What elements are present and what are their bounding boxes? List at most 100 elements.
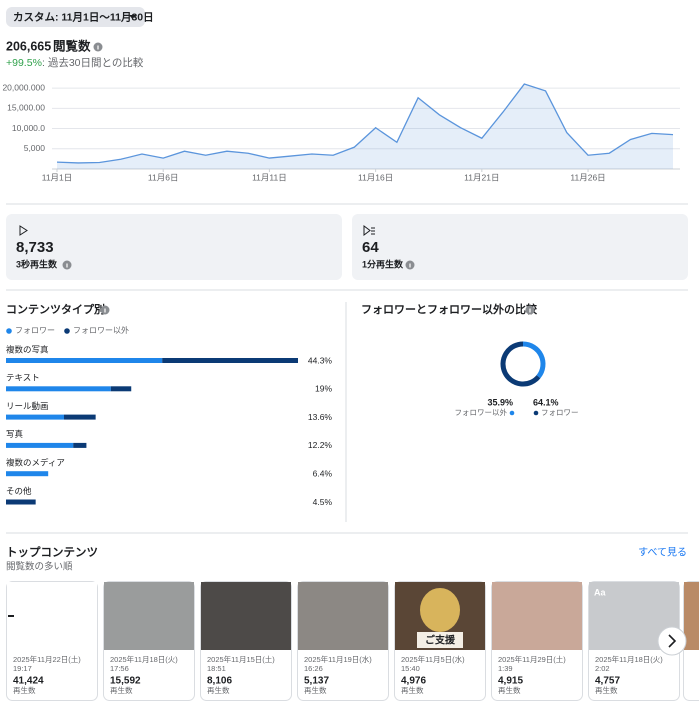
card-count: 8,106 bbox=[207, 676, 232, 687]
date-range-button[interactable] bbox=[6, 7, 145, 27]
legend-label: フォロワー以外 bbox=[73, 325, 129, 335]
category-label: テキスト bbox=[6, 373, 40, 383]
bar-value-label: 19% bbox=[315, 384, 332, 394]
next-button[interactable] bbox=[657, 626, 687, 656]
category-label: 写真 bbox=[6, 429, 24, 439]
card-date: 2025年11月15日(土) bbox=[207, 654, 275, 664]
panel-title: フォロワーとフォロワー以外の比較 bbox=[361, 302, 538, 316]
card-date: 2025年11月5日(水) bbox=[401, 654, 465, 664]
category-label: リール動画 bbox=[6, 401, 49, 411]
slice-value-label: 35.9% bbox=[487, 397, 513, 407]
legend-swatch bbox=[533, 410, 539, 416]
info-icon[interactable] bbox=[405, 260, 415, 270]
category-label: 複数の写真 bbox=[6, 344, 49, 354]
y-tick-label: 15,000.00 bbox=[7, 103, 45, 113]
total-label: 閲覧数 bbox=[53, 38, 91, 53]
bar-value-label: 12.2% bbox=[308, 440, 333, 450]
x-tick-label: 11月6日 bbox=[148, 172, 179, 182]
thumbnail bbox=[7, 582, 97, 650]
x-tick-label: 11月11日 bbox=[252, 172, 287, 182]
card-time: 17:56 bbox=[110, 664, 129, 673]
stat-label: 3秒再生数 bbox=[16, 258, 58, 269]
bar-value-label: 44.3% bbox=[308, 355, 333, 365]
thumbnail bbox=[201, 582, 291, 650]
card-time: 16:26 bbox=[304, 664, 323, 673]
card-count-label: 再生数 bbox=[304, 685, 327, 695]
y-tick-label: 10,000.0 bbox=[12, 123, 45, 133]
see-all-link[interactable]: すべて見る bbox=[638, 547, 687, 559]
card-count: 41,424 bbox=[13, 676, 44, 687]
info-icon[interactable] bbox=[62, 260, 72, 270]
legend-swatch bbox=[64, 328, 70, 334]
bar-segment bbox=[6, 499, 36, 505]
info-icon[interactable] bbox=[93, 42, 103, 52]
x-tick-label: 11月26日 bbox=[570, 172, 605, 182]
card-count: 4,915 bbox=[498, 676, 523, 687]
card-count: 4,757 bbox=[595, 676, 620, 687]
duration-icon bbox=[363, 225, 375, 236]
bar-value-label: 4.5% bbox=[313, 497, 333, 507]
card-time: 18:51 bbox=[207, 664, 226, 673]
next-button-bg bbox=[657, 626, 687, 656]
card-count: 5,137 bbox=[304, 676, 329, 687]
bar-value-label: 6.4% bbox=[313, 468, 333, 478]
change-text: : 過去30日間との比較 bbox=[42, 56, 144, 69]
thumbnail-text: ご支援 bbox=[425, 634, 456, 647]
card-count-label: 再生数 bbox=[401, 685, 424, 695]
line bbox=[56, 83, 674, 164]
stat-card bbox=[6, 214, 342, 280]
card-count: 15,592 bbox=[110, 676, 141, 687]
thumbnail-detail bbox=[8, 615, 14, 617]
card-count-label: 再生数 bbox=[207, 685, 230, 695]
thumbnail bbox=[104, 582, 194, 650]
bar-segment bbox=[6, 386, 111, 392]
donut-slice bbox=[500, 341, 541, 387]
donut-slice bbox=[522, 341, 546, 379]
bar-value-label: 13.6% bbox=[308, 412, 333, 422]
stat-card bbox=[352, 214, 688, 280]
stat-value: 64 bbox=[362, 239, 379, 256]
change-value: +99.5% bbox=[6, 57, 42, 69]
bar-segment bbox=[6, 471, 49, 477]
card-count-label: 再生数 bbox=[595, 685, 618, 695]
slice-category-label: フォロワー以外 bbox=[455, 407, 508, 417]
thumbnail-detail bbox=[417, 632, 463, 648]
card-time: 1:39 bbox=[498, 664, 513, 673]
slice-category-label: フォロワー bbox=[541, 408, 579, 417]
y-tick-label: 5,000 bbox=[24, 143, 46, 153]
bar-segment bbox=[110, 386, 132, 392]
section-title: トップコンテンツ bbox=[6, 545, 98, 559]
card-date: 2025年11月22日(土) bbox=[13, 654, 81, 664]
bar-segment bbox=[73, 442, 87, 448]
bar-segment bbox=[6, 414, 65, 420]
info-icon[interactable] bbox=[100, 305, 110, 315]
card-date: 2025年11月18日(火) bbox=[110, 654, 178, 664]
next-button-chevron bbox=[668, 634, 677, 648]
card-time: 2:02 bbox=[595, 664, 610, 673]
card-date: 2025年11月18日(火) bbox=[595, 654, 663, 664]
bar-segment bbox=[64, 414, 96, 420]
info-icon[interactable] bbox=[525, 305, 535, 315]
legend-swatch bbox=[6, 328, 12, 334]
thumbnail bbox=[492, 582, 582, 650]
card-count-label: 再生数 bbox=[13, 685, 36, 695]
x-tick-label: 11月1日 bbox=[42, 172, 73, 182]
card-date: 2025年11月29日(土) bbox=[498, 654, 566, 664]
category-label: その他 bbox=[6, 486, 32, 496]
slice-value-label: 64.1% bbox=[533, 397, 559, 407]
bar-segment bbox=[6, 442, 74, 448]
total-value: 206,665 bbox=[6, 39, 51, 53]
play-icon bbox=[19, 225, 28, 236]
card-time: 15:40 bbox=[401, 664, 420, 673]
section-subtitle: 閲覧数の多い順 bbox=[6, 561, 73, 573]
x-tick-label: 11月16日 bbox=[358, 172, 393, 182]
